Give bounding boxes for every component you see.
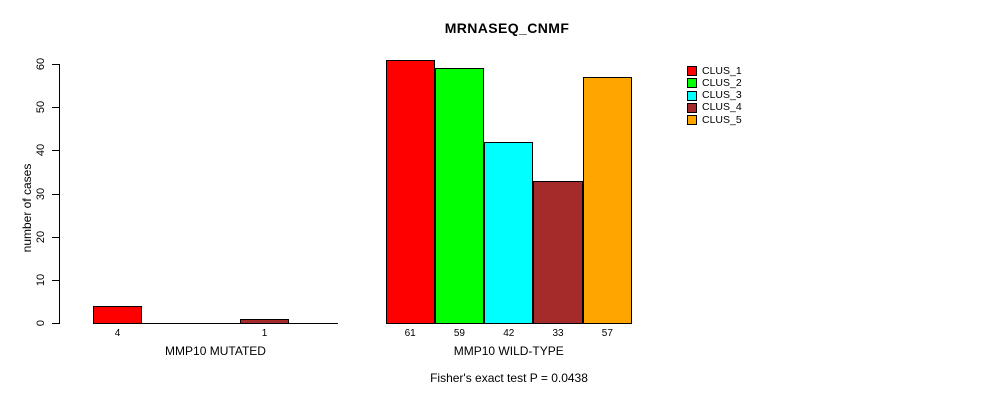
- bar-clus_3: [484, 141, 534, 324]
- legend-swatch-clus_4: [687, 102, 697, 113]
- bar-clus_1: [385, 59, 435, 324]
- bar-clus_5: [582, 76, 632, 324]
- bar-clus_4: [240, 318, 289, 324]
- y-axis-label: number of cases: [20, 163, 34, 253]
- chart-title: MRNASEQ_CNMF: [444, 20, 570, 36]
- bar-value-label: 57: [601, 328, 613, 339]
- bar-value-label: 61: [404, 328, 416, 339]
- bar-clus_2: [434, 68, 485, 324]
- y-tick-label: 50: [35, 101, 47, 114]
- x-axis-line: [93, 323, 338, 324]
- y-tick: [52, 323, 59, 324]
- fisher-test-note: Fisher's exact test P = 0.0438: [430, 371, 588, 385]
- y-tick: [52, 64, 59, 65]
- group-label: MMP10 WILD-TYPE: [453, 344, 564, 358]
- legend-swatch-clus_3: [687, 90, 697, 101]
- y-tick-label: 40: [35, 144, 47, 157]
- y-tick-label: 30: [35, 187, 47, 200]
- bar-value-label: 59: [453, 328, 465, 339]
- legend-label: CLUS_1: [702, 64, 742, 77]
- y-tick-label: 0: [35, 319, 47, 327]
- bar-value-label: 1: [261, 328, 268, 339]
- y-tick: [52, 279, 59, 281]
- legend-label: CLUS_5: [702, 113, 742, 126]
- bar-clus_4: [533, 180, 583, 324]
- y-tick: [52, 236, 59, 238]
- y-tick-label: 20: [35, 230, 47, 243]
- bar-clus_1: [93, 305, 142, 324]
- bar-value-label: 42: [503, 328, 515, 339]
- legend-swatch-clus_2: [687, 78, 697, 89]
- bar-value-label: 4: [114, 328, 121, 339]
- legend-swatch-clus_1: [687, 66, 697, 76]
- legend-swatch-clus_5: [687, 115, 697, 126]
- y-tick: [52, 193, 59, 195]
- y-axis-line: [59, 64, 60, 324]
- legend-label: CLUS_2: [702, 76, 742, 89]
- y-tick-label: 10: [35, 273, 47, 286]
- bar-value-label: 33: [552, 328, 564, 339]
- legend-label: CLUS_3: [702, 89, 742, 102]
- y-tick-label: 60: [35, 57, 47, 71]
- legend-label: CLUS_4: [702, 101, 742, 114]
- group-label: MMP10 MUTATED: [165, 344, 266, 358]
- y-tick: [52, 107, 59, 109]
- y-tick: [52, 150, 59, 152]
